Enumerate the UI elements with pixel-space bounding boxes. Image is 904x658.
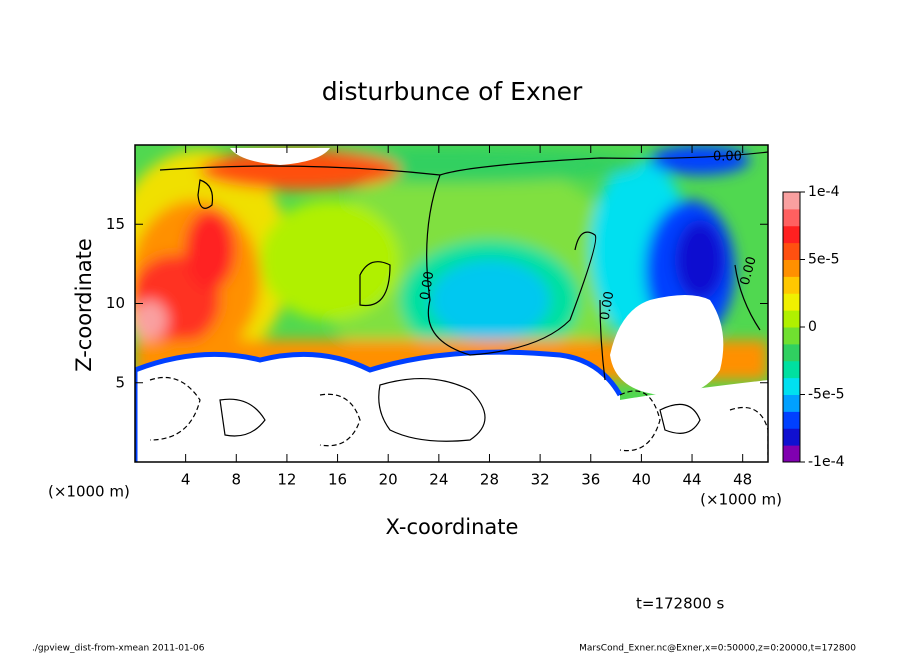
field: [135, 145, 768, 462]
x-axis-label: X-coordinate: [386, 515, 519, 539]
colorbar-swatch: [783, 208, 800, 227]
y-units: (×1000 m): [48, 483, 130, 501]
contour-label: 0.00: [598, 290, 618, 321]
x-units: (×1000 m): [700, 491, 782, 509]
colorbar-swatch: [783, 377, 800, 395]
x-tick-label: 40: [632, 471, 651, 489]
x-tick-label: 4: [181, 471, 191, 489]
colorbar-tick-label: 1e-4: [808, 184, 840, 200]
x-tick-label: 32: [531, 471, 550, 489]
colorbar-swatch: [783, 310, 800, 328]
colorbar-swatch: [783, 276, 800, 294]
colorbar-swatch: [783, 343, 800, 362]
chart-title: disturbunce of Exner: [322, 77, 583, 106]
colorbar-swatch: [783, 192, 800, 210]
contour-label: 0.00: [713, 150, 742, 165]
colorbar-tick-label: -1e-4: [808, 454, 845, 470]
colorbar-tick-label: 5e-5: [808, 252, 839, 268]
colorbar-swatch: [783, 242, 800, 260]
colorbar-swatch: [783, 445, 800, 463]
x-tick-label: 24: [429, 471, 448, 489]
colorbar-tick-label: 0: [808, 319, 817, 335]
colorbar-swatch: [783, 327, 800, 345]
colorbar-swatch: [783, 428, 800, 446]
colorbar-swatch: [783, 259, 800, 277]
time-label: t=172800 s: [636, 595, 724, 613]
x-tick-label: 36: [581, 471, 600, 489]
y-tick-label: 10: [106, 294, 125, 312]
x-tick-label: 16: [328, 471, 347, 489]
x-tick-label: 12: [277, 471, 296, 489]
x-tick-label: 44: [682, 471, 701, 489]
x-tick-label: 8: [232, 471, 242, 489]
footer-right: MarsCond_Exner.nc@Exner,x=0:50000,z=0:20…: [579, 644, 856, 654]
x-tick-label: 48: [733, 471, 752, 489]
colorbar-swatch: [783, 293, 800, 311]
contour-label: 0.00: [418, 270, 438, 301]
colorbar-swatch: [783, 394, 800, 412]
x-tick-label: 28: [480, 471, 499, 489]
contour-label: 0.00: [738, 255, 760, 287]
footer-left: ./gpview_dist-from-xmean 2011-01-06: [32, 644, 205, 654]
colorbar-tick-label: -5e-5: [808, 387, 845, 403]
y-tick-label: 15: [106, 215, 125, 233]
y-axis-label: Z-coordinate: [72, 238, 96, 372]
colorbar-swatch: [783, 411, 800, 429]
colorbar-swatch: [783, 225, 800, 244]
colorbar-swatch: [783, 360, 800, 379]
y-tick-label: 5: [115, 373, 125, 391]
x-tick-label: 20: [379, 471, 398, 489]
